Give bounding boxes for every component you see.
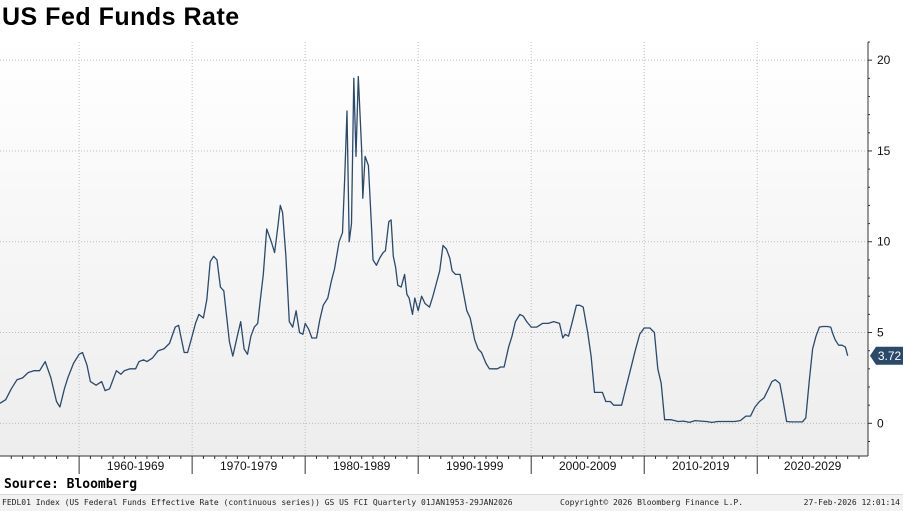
y-tick-label: 10 [877,235,891,249]
fed-funds-chart: 0 5 10 15 20 1960-1969 1970-1979 1980-1989 1990… [0,41,903,474]
footer-bar: FEDL01 Index (US Federal Funds Effective… [0,494,903,511]
last-value-badge-shape [870,346,903,365]
chart-title: US Fed Funds Rate [2,3,240,31]
x-category-label: 1980-1989 [333,459,391,473]
x-category-label: 1970-1979 [220,459,278,473]
x-category-label: 1960-1969 [107,459,165,473]
x-category-label: 1990-1999 [446,459,504,473]
footer-description: FEDL01 Index (US Federal Funds Effective… [2,498,513,507]
vertical-gridlines [78,42,758,456]
y-tick-label: 5 [877,326,884,340]
x-category-label: 2000-2009 [559,459,617,473]
last-value-badge: 3.72 [870,346,903,365]
fed-funds-rate-line [0,75,849,424]
footer-copyright: Copyright© 2026 Bloomberg Finance L.P. [560,498,744,507]
y-tick-label: 15 [877,144,891,158]
x-category-label: 2020-2029 [784,459,842,473]
x-category-label: 2010-2019 [672,459,730,473]
y-axis-ticks: 0 5 10 15 20 [868,41,891,442]
source-label: Source: Bloomberg [4,477,138,492]
last-value-label: 3.72 [878,349,902,363]
y-tick-label: 0 [877,416,884,430]
x-axis-ticks: 1960-1969 1970-1979 1980-1989 1990-1999 2000… [10,456,860,474]
y-tick-label: 20 [877,53,891,67]
footer-timestamp: 27-Feb-2026 12:01:14 [803,498,900,507]
plot-area [0,42,868,456]
horizontal-gridlines [0,59,868,424]
